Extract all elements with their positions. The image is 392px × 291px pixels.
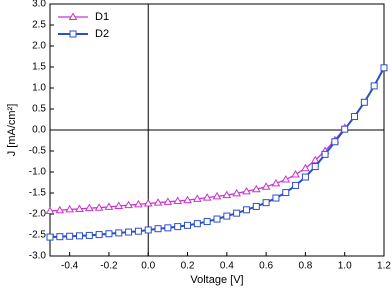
point-marker	[46, 233, 54, 241]
y-tick-label: 0.5	[32, 104, 46, 115]
point-marker	[282, 189, 290, 197]
legend-label: D2	[95, 28, 109, 40]
point-marker	[153, 198, 163, 206]
y-tick-label: 3.0	[32, 0, 46, 10]
point-marker	[114, 201, 124, 210]
point-marker	[125, 228, 133, 236]
point-marker	[163, 197, 173, 205]
y-tick-label: -1.0	[29, 167, 47, 178]
point-marker	[95, 231, 103, 239]
point-marker	[291, 170, 300, 178]
point-marker	[104, 202, 114, 210]
point-marker	[242, 186, 251, 195]
point-marker	[94, 203, 104, 211]
y-tick-label: -2.5	[29, 230, 47, 241]
point-marker	[360, 98, 368, 106]
point-marker	[223, 212, 231, 220]
point-marker	[65, 204, 75, 213]
point-marker	[232, 188, 242, 197]
x-tick-label: 0.4	[220, 261, 234, 272]
point-marker	[134, 227, 142, 235]
point-marker	[281, 175, 291, 183]
point-marker	[164, 224, 172, 232]
legend-label: D1	[95, 11, 109, 23]
point-marker	[311, 163, 319, 171]
point-marker	[84, 203, 94, 212]
point-marker	[370, 82, 378, 90]
point-marker	[45, 206, 55, 215]
y-tick-label: 1.5	[32, 62, 46, 73]
point-marker	[192, 194, 202, 202]
point-marker	[124, 200, 133, 209]
point-marker	[66, 232, 74, 240]
point-marker	[75, 204, 84, 212]
x-tick-label: 0.8	[298, 261, 312, 272]
y-axis-label: J [mA/cm²]	[6, 104, 18, 157]
point-marker	[202, 193, 212, 201]
x-tick-label: -0.2	[100, 261, 118, 272]
series-line	[49, 67, 385, 239]
point-marker	[272, 194, 280, 202]
point-marker	[213, 215, 221, 223]
y-tick-label: 2.0	[32, 41, 46, 52]
y-tick-label: 0.0	[32, 125, 46, 136]
point-marker	[321, 150, 329, 158]
point-marker	[183, 195, 192, 204]
point-marker	[251, 184, 261, 193]
point-marker	[271, 178, 281, 187]
point-marker	[69, 30, 77, 38]
x-tick-label: -0.4	[61, 261, 79, 272]
point-marker	[292, 181, 300, 189]
point-marker	[56, 233, 64, 241]
point-marker	[203, 218, 211, 226]
point-marker	[380, 64, 388, 72]
point-marker	[233, 209, 241, 217]
x-tick-label: 0.6	[259, 261, 273, 272]
point-marker	[154, 225, 162, 233]
point-marker	[85, 231, 93, 239]
point-marker	[105, 230, 113, 238]
point-marker	[68, 12, 78, 20]
y-tick-label: 2.5	[32, 20, 46, 31]
point-marker	[173, 196, 183, 204]
x-axis-label: Voltage [V]	[190, 274, 243, 286]
point-marker	[310, 155, 320, 164]
point-marker	[341, 125, 349, 133]
point-marker	[143, 199, 153, 207]
point-marker	[174, 223, 182, 231]
point-marker	[242, 206, 250, 214]
point-marker	[193, 220, 201, 228]
x-tick-label: 1.0	[338, 261, 352, 272]
point-marker	[331, 138, 339, 146]
point-marker	[212, 191, 222, 200]
y-tick-label: -1.5	[29, 188, 47, 199]
x-tick-label: 1.2	[377, 261, 391, 272]
point-marker	[184, 221, 192, 229]
point-marker	[75, 232, 83, 240]
point-marker	[301, 173, 309, 181]
y-tick-label: -3.0	[29, 251, 47, 262]
point-marker	[252, 202, 260, 210]
point-marker	[222, 190, 232, 199]
point-marker	[261, 182, 271, 190]
point-marker	[134, 199, 143, 208]
point-marker	[144, 226, 152, 234]
y-tick-label: 1.0	[32, 83, 46, 94]
point-marker	[262, 199, 270, 207]
point-marker	[115, 229, 123, 237]
y-tick-label: -2.0	[29, 209, 47, 220]
x-tick-label: 0.0	[141, 261, 155, 272]
y-tick-label: -0.5	[29, 146, 47, 157]
point-marker	[351, 113, 359, 121]
point-marker	[301, 163, 310, 172]
x-tick-label: 0.2	[181, 261, 195, 272]
point-marker	[55, 205, 65, 214]
